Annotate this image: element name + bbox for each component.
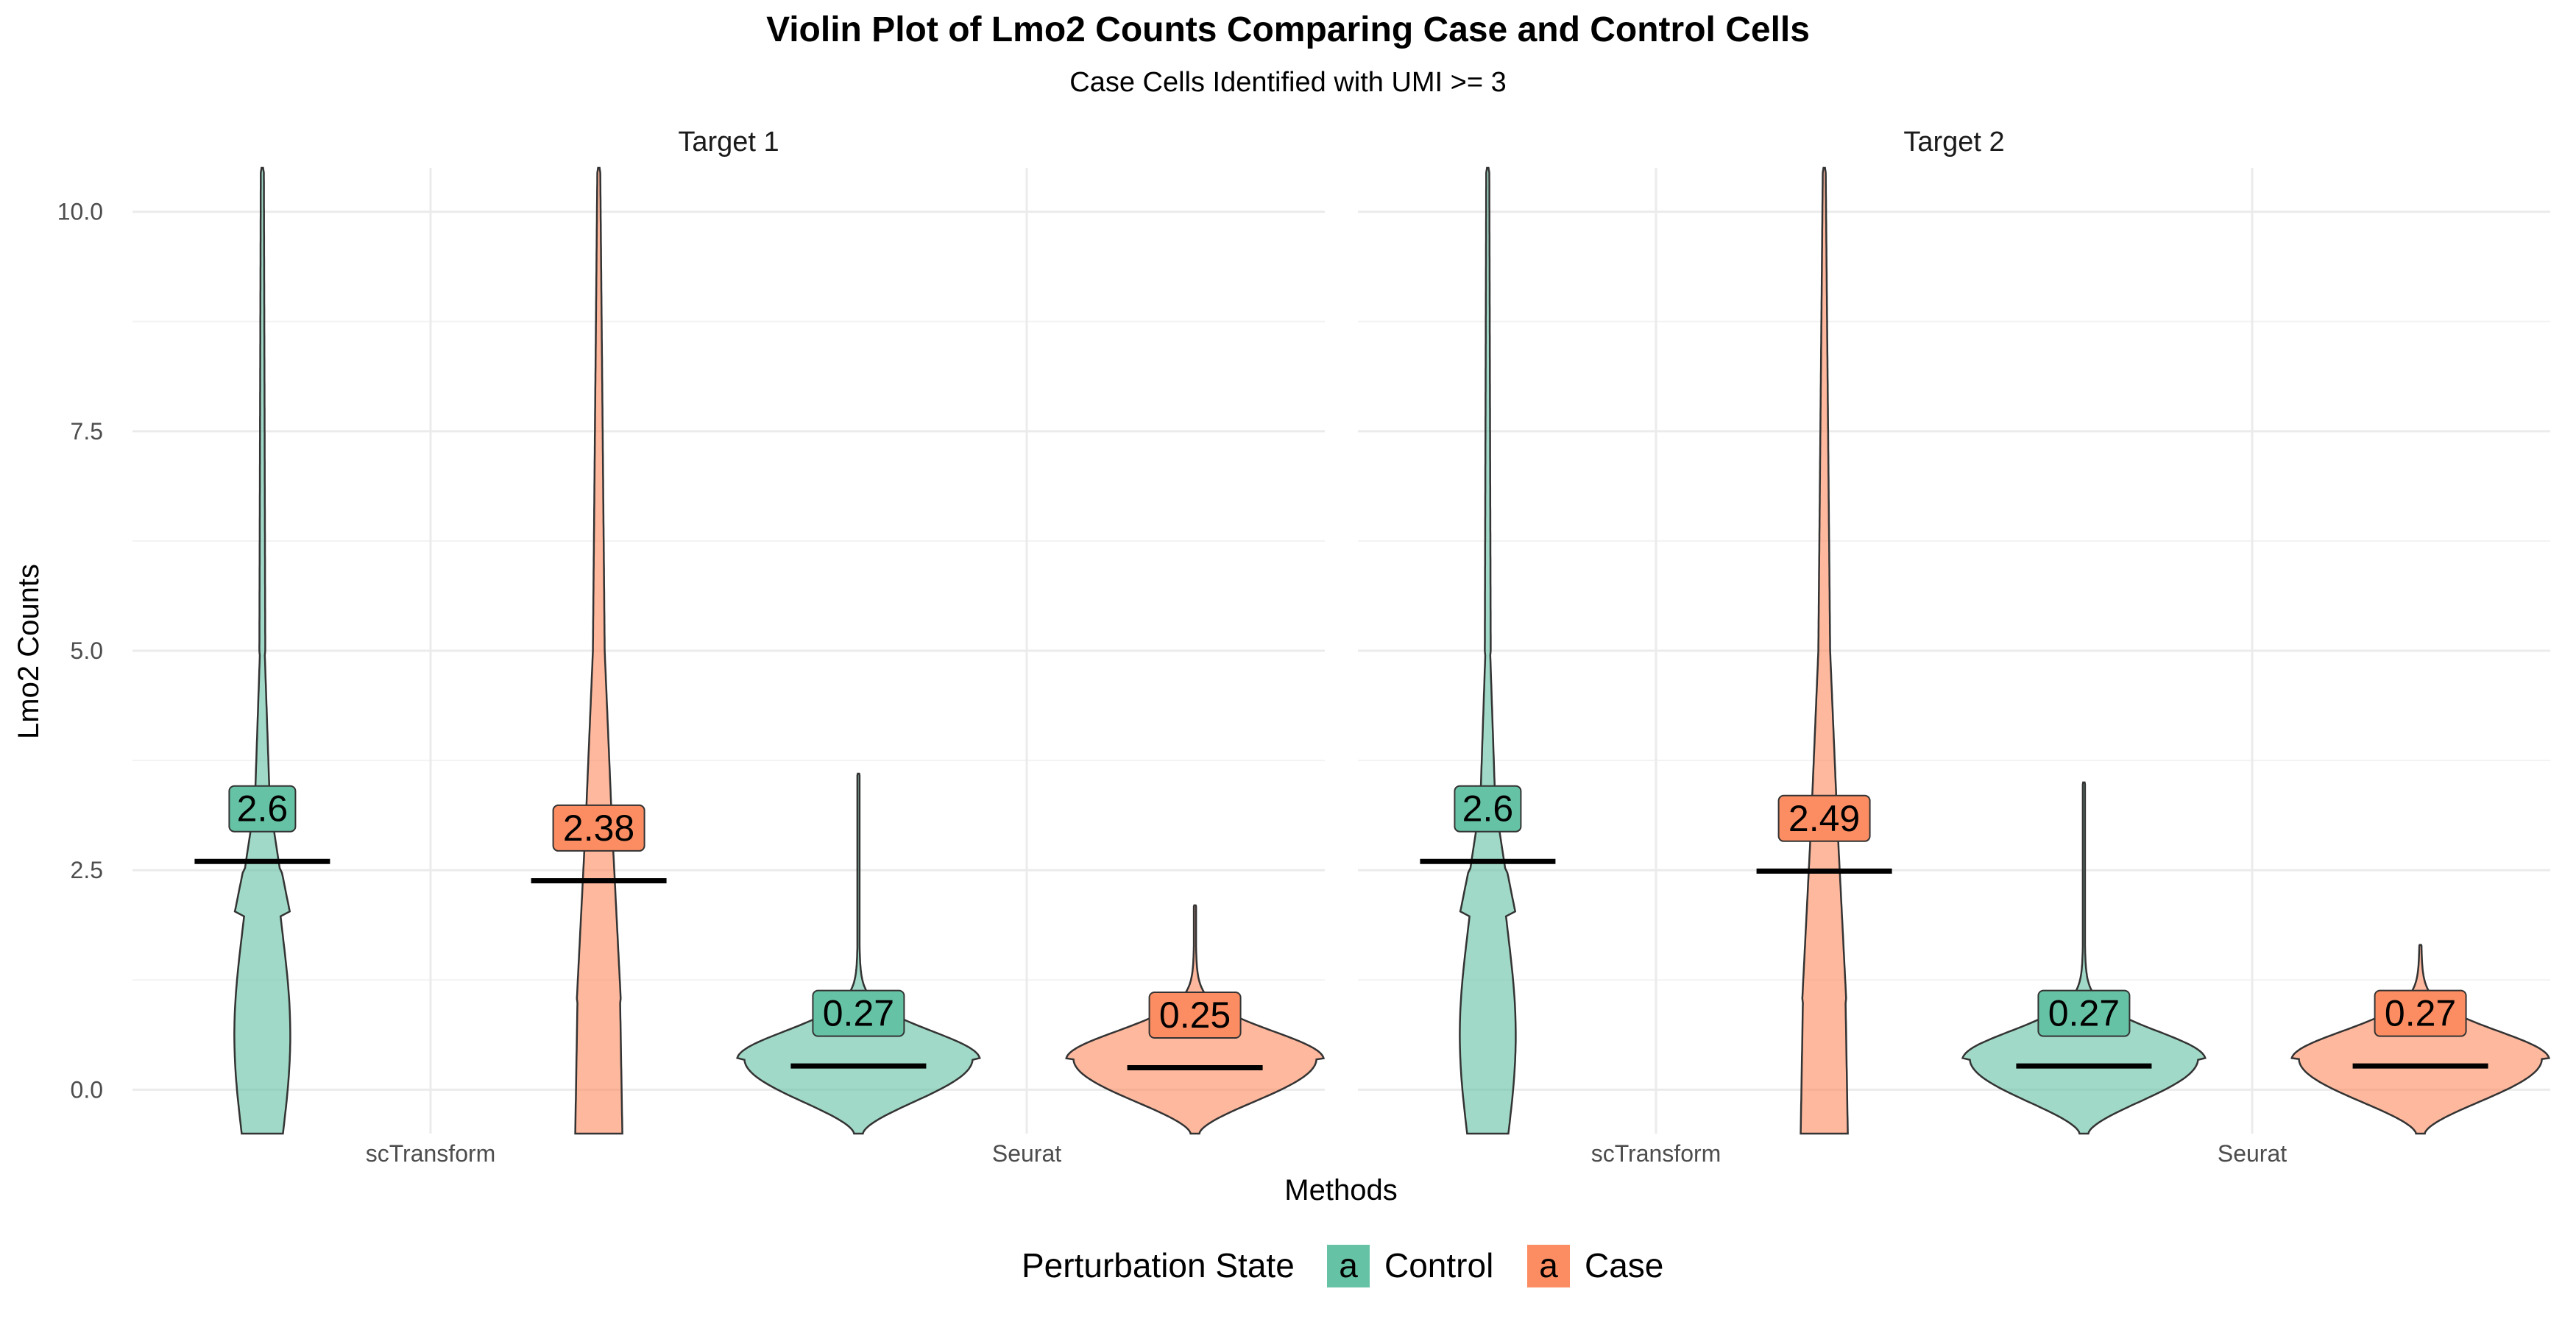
y-tick-label: 7.5 [71, 418, 103, 445]
chart-subtitle: Case Cells Identified with UMI >= 3 [1069, 67, 1507, 98]
x-tick-label: scTransform [1591, 1140, 1722, 1167]
legend-label: Control [1384, 1246, 1493, 1285]
x-tick-label: Seurat [992, 1140, 1061, 1167]
legend-label: Case [1585, 1246, 1663, 1285]
legend: Perturbation State a Control a Case [1022, 1245, 1663, 1287]
mean-label-box [228, 785, 297, 833]
mean-label-text: 0.25 [1159, 994, 1231, 1036]
y-tick-label: 5.0 [71, 637, 103, 664]
facet-strip-label: Target 1 [678, 127, 779, 158]
mean-label: 0.27 [2037, 989, 2131, 1037]
mean-label-text: 0.27 [2385, 993, 2456, 1034]
mean-label: 0.25 [1148, 991, 1242, 1039]
y-axis-title: Lmo2 Counts [13, 564, 45, 739]
mean-label: 0.27 [2374, 989, 2467, 1037]
legend-key-glyph: a [1339, 1246, 1358, 1285]
legend-key [1527, 1245, 1570, 1287]
y-axis: 0.0 2.5 5.0 7.5 10.0 [57, 199, 103, 1103]
mean-label-box [812, 989, 905, 1037]
mean-label-box [1454, 785, 1522, 833]
violin-control [1961, 781, 2207, 1135]
mean-label-text: 2.6 [1462, 788, 1514, 830]
mean-label-box [2037, 989, 2131, 1037]
facet-panel: Target 2 scTransform Seurat 2.6 2.49 0.27 0.27 [1358, 127, 2551, 1167]
legend-key [1327, 1245, 1370, 1287]
mean-label: 2.38 [552, 804, 645, 852]
facet-strip-label: Target 2 [1903, 127, 2004, 158]
chart-title: Violin Plot of Lmo2 Counts Comparing Cas… [766, 10, 1810, 49]
facet-panel: Target 1 scTransform Seurat 2.6 2.38 0.27 0.25 [132, 127, 1326, 1167]
y-tick-label: 2.5 [71, 857, 103, 883]
y-tick-label: 0.0 [71, 1076, 103, 1103]
violin-control [736, 772, 981, 1135]
mean-label-text: 2.49 [1788, 798, 1860, 839]
mean-label: 0.27 [812, 989, 905, 1037]
legend-entry: a Control [1327, 1245, 1493, 1287]
facet-panels: Target 1 scTransform Seurat 2.6 2.38 0.27 0.25… [132, 127, 2551, 1167]
mean-label: 2.49 [1777, 794, 1871, 842]
mean-label-text: 2.6 [237, 788, 289, 830]
y-tick-label: 10.0 [57, 199, 103, 225]
legend-title: Perturbation State [1022, 1246, 1295, 1285]
mean-label-text: 0.27 [823, 993, 894, 1034]
mean-label-box [2374, 989, 2467, 1037]
mean-label-text: 0.27 [2048, 993, 2120, 1034]
mean-label-box [1777, 794, 1871, 842]
x-tick-label: Seurat [2218, 1140, 2287, 1167]
mean-label-box [552, 804, 645, 852]
x-tick-label: scTransform [366, 1140, 496, 1167]
mean-label: 2.6 [1454, 785, 1522, 833]
legend-entry: a Case [1527, 1245, 1663, 1287]
violin-case [2290, 944, 2551, 1135]
mean-label: 2.6 [228, 785, 297, 833]
mean-label-text: 2.38 [563, 808, 634, 849]
legend-key-glyph: a [1539, 1246, 1558, 1285]
mean-label-box [1148, 991, 1242, 1039]
x-axis-title: Methods [1284, 1174, 1397, 1206]
